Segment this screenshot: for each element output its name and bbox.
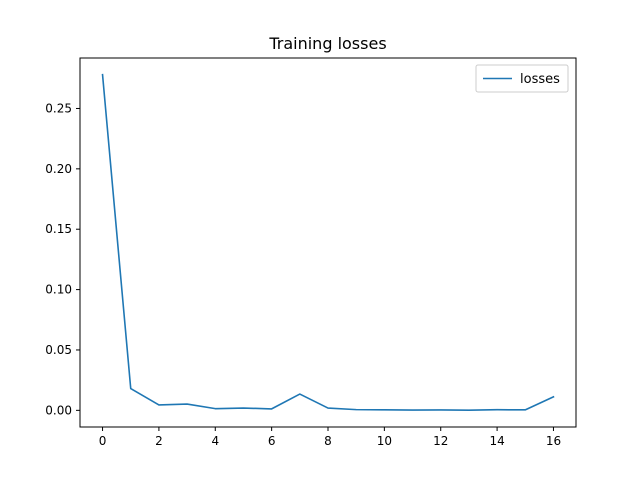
y-tick-label: 0.25 xyxy=(45,101,72,115)
y-tick-label: 0.05 xyxy=(45,343,72,357)
legend-label: losses xyxy=(520,72,560,87)
x-tick-label: 12 xyxy=(433,434,448,448)
x-tick-label: 6 xyxy=(268,434,276,448)
axes-frame xyxy=(79,57,577,428)
x-tick-label: 10 xyxy=(377,434,392,448)
x-axis: 0 2 4 6 8 10 12 14 16 xyxy=(99,427,561,448)
chart-title: Training losses xyxy=(268,34,386,53)
x-tick-label: 4 xyxy=(211,434,219,448)
x-tick-label: 16 xyxy=(546,434,561,448)
x-tick-label: 2 xyxy=(155,434,163,448)
y-axis: 0.00 0.05 0.10 0.15 0.20 0.25 xyxy=(45,101,80,417)
y-tick-label: 0.00 xyxy=(45,403,72,417)
x-tick-label: 0 xyxy=(99,434,107,448)
y-tick-label: 0.15 xyxy=(45,222,72,236)
plot-area xyxy=(101,73,555,412)
x-tick-label: 14 xyxy=(489,434,504,448)
y-tick-label: 0.20 xyxy=(45,162,72,176)
legend-box xyxy=(475,64,569,93)
y-tick-label: 0.10 xyxy=(45,283,72,297)
x-tick-label: 8 xyxy=(324,434,332,448)
legend: losses xyxy=(475,64,569,93)
